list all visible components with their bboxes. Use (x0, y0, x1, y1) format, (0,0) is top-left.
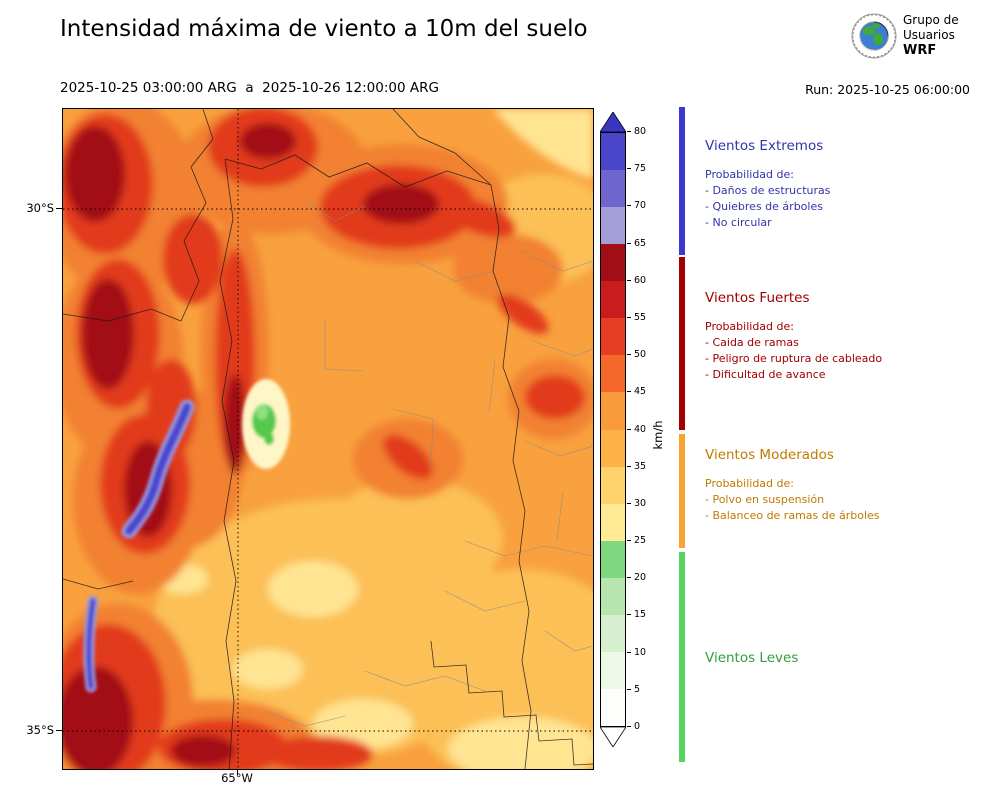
logo-line-wrf: WRF (903, 43, 937, 58)
legend-item: - No circular (705, 216, 772, 229)
graticule-lines (63, 109, 593, 769)
lat-tickmark-35s (56, 730, 62, 731)
model-run-label: Run: 2025-10-25 06:00:00 (805, 82, 970, 97)
department-boundaries (264, 200, 593, 727)
legend-section-vientos-leves: Vientos Leves (705, 650, 990, 666)
colorbar-under-arrow (600, 727, 626, 747)
legend-item: - Dificultad de avance (705, 368, 826, 381)
legend-bar-moderados (679, 434, 685, 548)
logo-line-2: Usuarios (903, 28, 955, 42)
extreme-wind-streaks (83, 399, 195, 693)
lat-tickmark-30s (56, 208, 62, 209)
valid-period-label: 2025-10-25 03:00:00 ARG a 2025-10-26 12:… (60, 80, 439, 96)
legend-title: Vientos Fuertes (705, 290, 810, 306)
logo-line-1: Grupo de (903, 13, 959, 27)
legend-bar-extremos (679, 107, 685, 255)
colorbar-over-arrow (600, 112, 626, 132)
colorbar-segments (600, 132, 626, 727)
lat-tick-30s: 30°S (26, 201, 54, 215)
lon-tickmark-65w (237, 769, 238, 775)
legend-title: Vientos Leves (705, 650, 799, 666)
legend-bar-leves (679, 552, 685, 762)
wind-intensity-map (62, 108, 594, 770)
legend-item: - Daños de estructuras (705, 184, 831, 197)
legend-section-vientos-moderados: Vientos Moderados Probabilidad de: - Pol… (705, 447, 990, 524)
legend-item: - Peligro de ruptura de cableado (705, 352, 883, 365)
legend-section-vientos-extremos: Vientos Extremos Probabilidad de: - Daño… (705, 138, 990, 231)
legend-item: - Caida de ramas (705, 336, 799, 349)
legend-item: - Balanceo de ramas de árboles (705, 509, 880, 522)
legend-probability-label: Probabilidad de: (705, 477, 794, 490)
province-boundaries (63, 109, 593, 769)
lon-tick-65w: 65°W (221, 771, 253, 785)
lat-tick-35s: 35°S (26, 723, 54, 737)
legend-probability-label: Probabilidad de: (705, 168, 794, 181)
calm-wind-valley (242, 379, 290, 469)
legend-item: - Polvo en suspensión (705, 493, 825, 506)
legend-title: Vientos Moderados (705, 447, 834, 463)
legend-bar-fuertes (679, 257, 685, 430)
logo-text: Grupo de Usuarios WRF (903, 13, 959, 58)
wrf-logo-globe-icon (851, 13, 897, 59)
page-title: Intensidad máxima de viento a 10m del su… (60, 16, 588, 42)
legend-probability-label: Probabilidad de: (705, 320, 794, 333)
wind-map-canvas (63, 109, 593, 769)
legend-section-vientos-fuertes: Vientos Fuertes Probabilidad de: - Caida… (705, 290, 990, 383)
colorbar-tick-labels: 0 5 10 15 20 25 30 35 40 45 50 55 60 65 70 75 80 (627, 126, 667, 732)
colorbar-unit-label: km/h (651, 420, 665, 450)
legend-item: - Quiebres de árboles (705, 200, 823, 213)
legend-title: Vientos Extremos (705, 138, 824, 154)
